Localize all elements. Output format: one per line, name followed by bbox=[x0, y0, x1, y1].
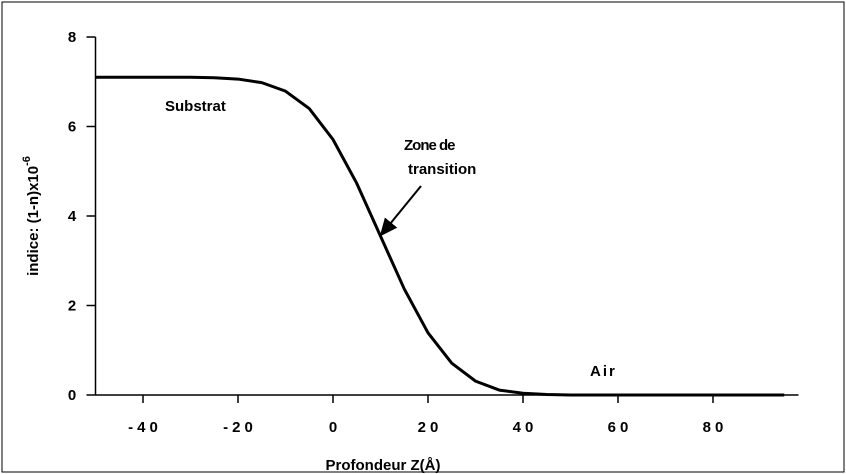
annotation: transition bbox=[408, 161, 476, 178]
x-tick-label: 20 bbox=[418, 419, 443, 436]
y-tick-label: 6 bbox=[68, 119, 76, 136]
annotation: Air bbox=[590, 363, 617, 380]
x-tick-label: -20 bbox=[223, 419, 257, 436]
y-tick-label: 8 bbox=[68, 29, 76, 46]
annotation: Zone de bbox=[404, 137, 455, 154]
x-tick-label: -40 bbox=[128, 419, 162, 436]
annotation-arrow bbox=[379, 185, 422, 237]
x-tick-label: 60 bbox=[608, 419, 633, 436]
y-axis-label: indice: (1-n)x10-6 bbox=[21, 156, 42, 276]
y-axis-label-exponent: -6 bbox=[21, 156, 33, 166]
annotation: Substrat bbox=[165, 98, 226, 115]
y-tick-label: 0 bbox=[68, 387, 76, 404]
x-axis-label: Profondeur Z(Å) bbox=[326, 457, 441, 474]
x-tick-label: 80 bbox=[703, 419, 728, 436]
x-tick-label: 0 bbox=[329, 419, 341, 436]
x-tick-label: 40 bbox=[513, 419, 538, 436]
y-tick-label: 2 bbox=[68, 298, 76, 315]
data-line bbox=[95, 75, 785, 397]
y-tick-label: 4 bbox=[68, 208, 77, 225]
y-axis-label-base: indice: (1-n)x10 bbox=[25, 166, 42, 276]
